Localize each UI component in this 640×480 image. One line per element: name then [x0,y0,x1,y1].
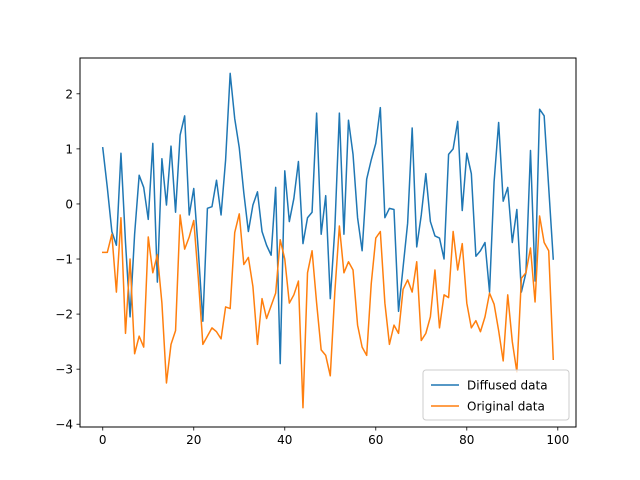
y-tick-label: −4 [55,418,73,432]
x-tick-label: 0 [99,433,107,447]
y-tick-label: 1 [65,142,73,156]
legend-label-1: Original data [467,400,545,414]
series-line-0 [101,72,555,365]
series-layer [101,72,555,409]
y-tick-label: 2 [65,87,73,101]
x-tick-label: 100 [546,433,569,447]
y-tick-label: −3 [55,363,73,377]
legend: Diffused data Original data [422,369,570,421]
series-line-1 [102,213,555,409]
x-tick-label: 80 [459,433,474,447]
y-tick-label: −2 [55,308,73,322]
plot-frame [79,57,577,428]
y-axis: −4 −3 −2 −1 0 1 2 [55,87,80,432]
legend-label-0: Diffused data [467,379,548,393]
x-tick-label: 20 [186,433,201,447]
legend-box [422,369,570,421]
y-tick-label: −1 [55,253,73,267]
x-axis: 0 20 40 60 80 100 [99,427,569,447]
y-tick-label: 0 [65,197,73,211]
x-tick-label: 40 [277,433,292,447]
x-tick-label: 60 [368,433,383,447]
